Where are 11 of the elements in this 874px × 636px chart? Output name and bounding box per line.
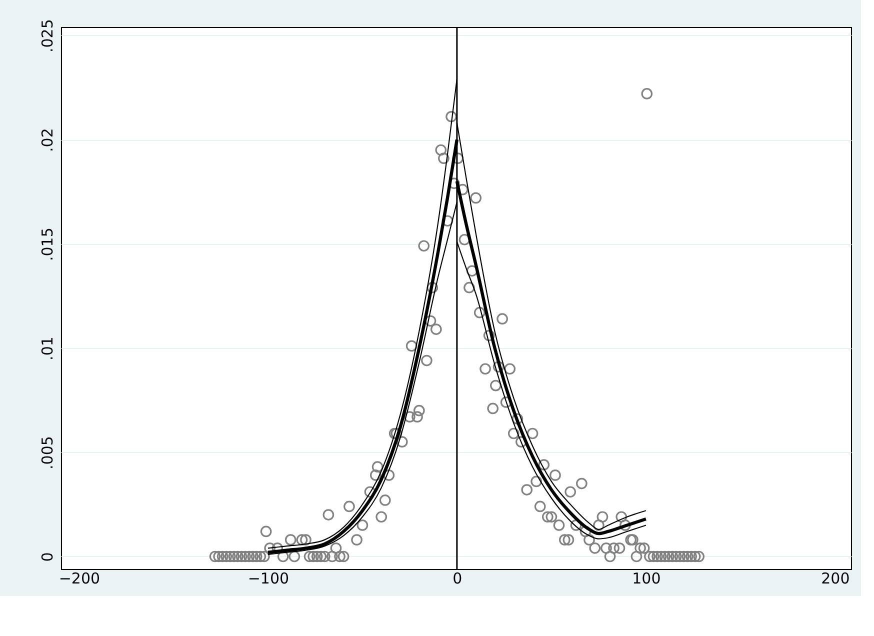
y-tick-label: .015 xyxy=(38,228,56,262)
y-tick-label: .005 xyxy=(38,436,56,470)
y-tick-label: .025 xyxy=(38,19,56,53)
x-tick-label: −200 xyxy=(58,570,100,588)
y-tick-label: .01 xyxy=(38,336,56,360)
x-tick-label: 200 xyxy=(821,570,850,588)
x-tick-label: 100 xyxy=(632,570,661,588)
y-tick-label: .02 xyxy=(38,128,56,152)
x-tick-label: 0 xyxy=(452,570,462,588)
x-tick-label: −100 xyxy=(248,570,290,588)
y-tick-label: 0 xyxy=(38,552,56,562)
